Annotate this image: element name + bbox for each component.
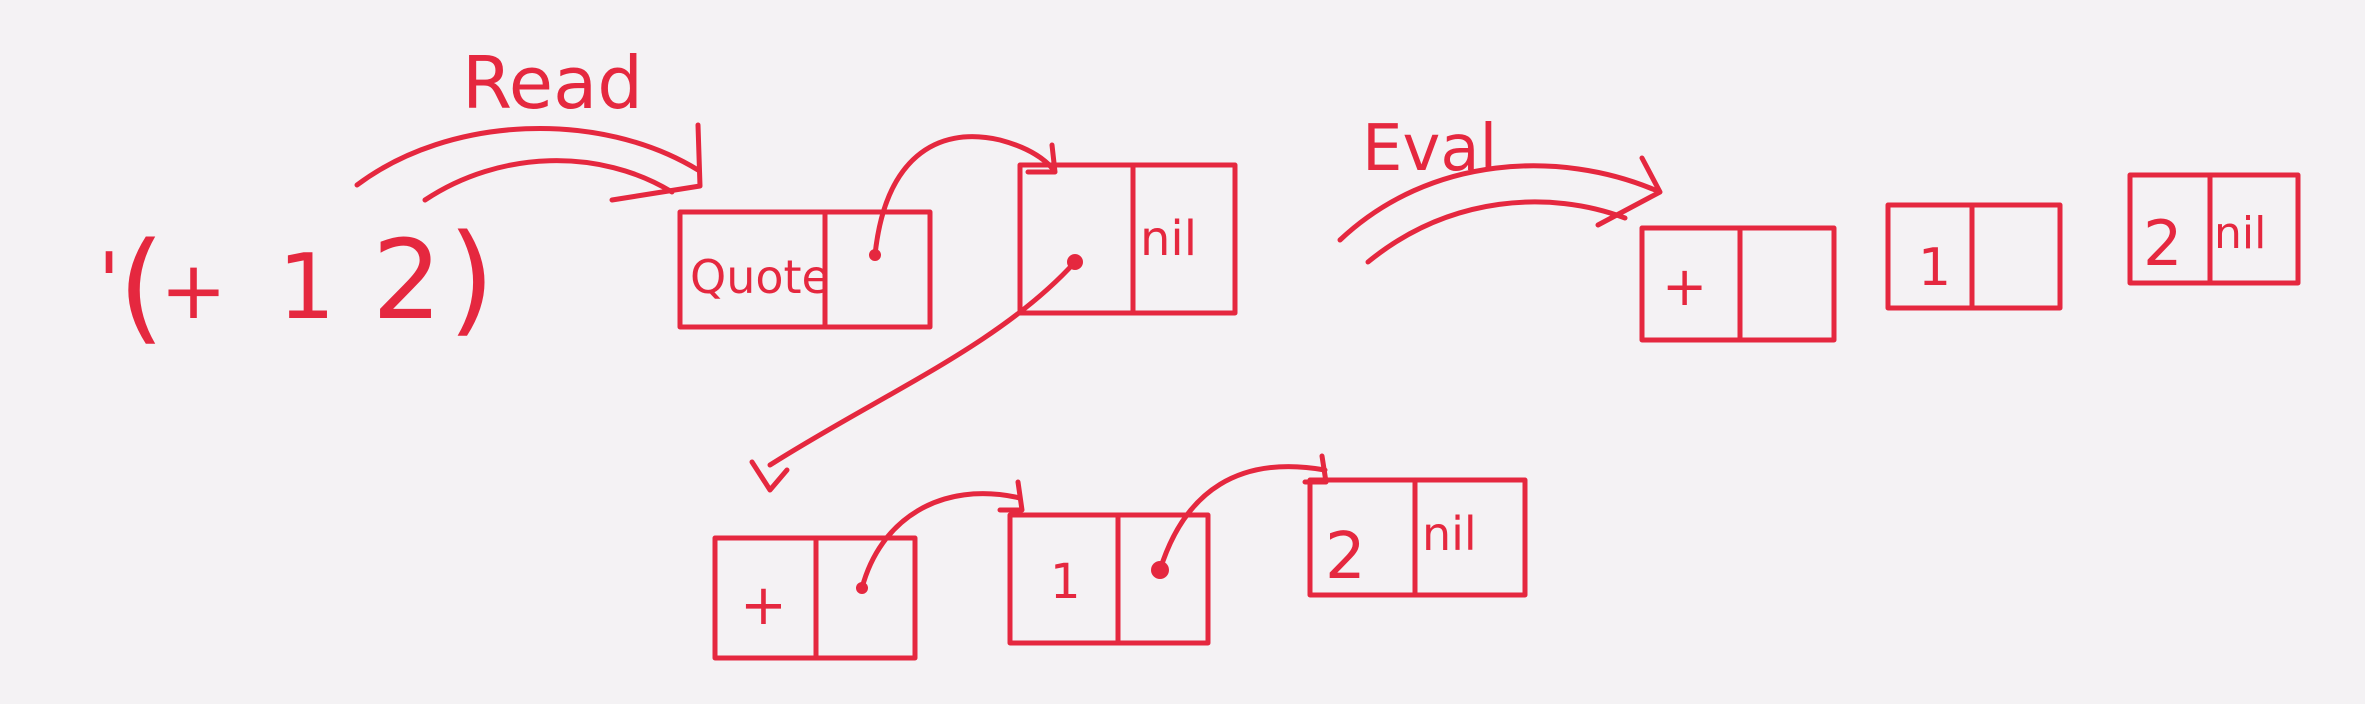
eval-cons-cell-two: 2 nil <box>2127 172 2301 286</box>
pointer-plus-to-one <box>859 491 1023 591</box>
expression-arg2: 2 <box>372 216 442 344</box>
quote-mark: ' <box>98 236 120 329</box>
eval-arrow: Eval <box>1337 112 1663 265</box>
pointer-plus-to-one-head <box>997 479 1025 513</box>
inner-list: + 1 2 nil <box>712 453 1528 661</box>
eval-cons-cell-two-car: 2 <box>2143 207 2182 280</box>
expression-arg1: 1 <box>278 235 335 340</box>
eval-cons-cell-plus-car: + <box>1662 255 1707 318</box>
cons-cell-quote-box <box>677 209 933 330</box>
inner-cons-cell-two-car: 2 <box>1325 520 1366 594</box>
eval-label: Eval <box>1362 112 1497 186</box>
cons-cell-quote: Quote <box>677 209 933 330</box>
eval-cons-cell-plus: + <box>1639 225 1837 343</box>
inner-cons-cell-two-cdr: nil <box>1422 507 1477 561</box>
cons-cell-second: nil <box>1017 162 1238 316</box>
cons-cell-second-box <box>1017 162 1238 316</box>
inner-cons-cell-plus-car: + <box>740 573 787 638</box>
eval-cons-cell-two-box <box>2127 172 2301 286</box>
eval-arrow-head <box>1595 155 1663 228</box>
cons-cell-second-cdr: nil <box>1140 211 1197 267</box>
pointer-quote-to-second-head <box>1025 142 1058 175</box>
inner-cons-cell-one: 1 <box>1007 512 1211 646</box>
pointer-second-to-inner <box>767 259 1078 468</box>
cons-cell-quote-car: Quote <box>690 250 830 304</box>
pointer-second-to-inner-head <box>749 459 790 493</box>
inner-cons-cell-one-car: 1 <box>1050 554 1081 610</box>
pointer-quote-to-second <box>872 134 1055 258</box>
read-arrow-head <box>609 122 703 203</box>
close-paren: ) <box>448 210 495 349</box>
read-arrow: Read <box>354 41 703 203</box>
expression-operator: + <box>160 244 227 337</box>
pointer-one-to-two <box>1157 464 1328 573</box>
eval-cons-cell-one: 1 <box>1885 202 2063 311</box>
read-arrow-curve-outer <box>354 125 701 188</box>
eval-result-list: + 1 2 nil <box>1639 172 2301 343</box>
inner-cons-cell-plus: + <box>712 535 918 661</box>
inner-cons-cell-one-box <box>1007 512 1211 646</box>
eval-arrow-curve-inner <box>1365 199 1628 265</box>
source-expression: ' ( + 1 2 ) <box>98 210 495 357</box>
inner-cons-cell-two: 2 nil <box>1307 477 1528 598</box>
open-paren: ( <box>118 218 165 357</box>
eval-cons-cell-two-cdr: nil <box>2214 208 2266 259</box>
eval-arrow-curve-outer <box>1337 163 1658 243</box>
eval-cons-cell-one-car: 1 <box>1918 238 1951 298</box>
read-label: Read <box>462 41 643 125</box>
read-arrow-curve-inner <box>422 158 675 203</box>
outer-list: Quote nil <box>677 134 1238 493</box>
